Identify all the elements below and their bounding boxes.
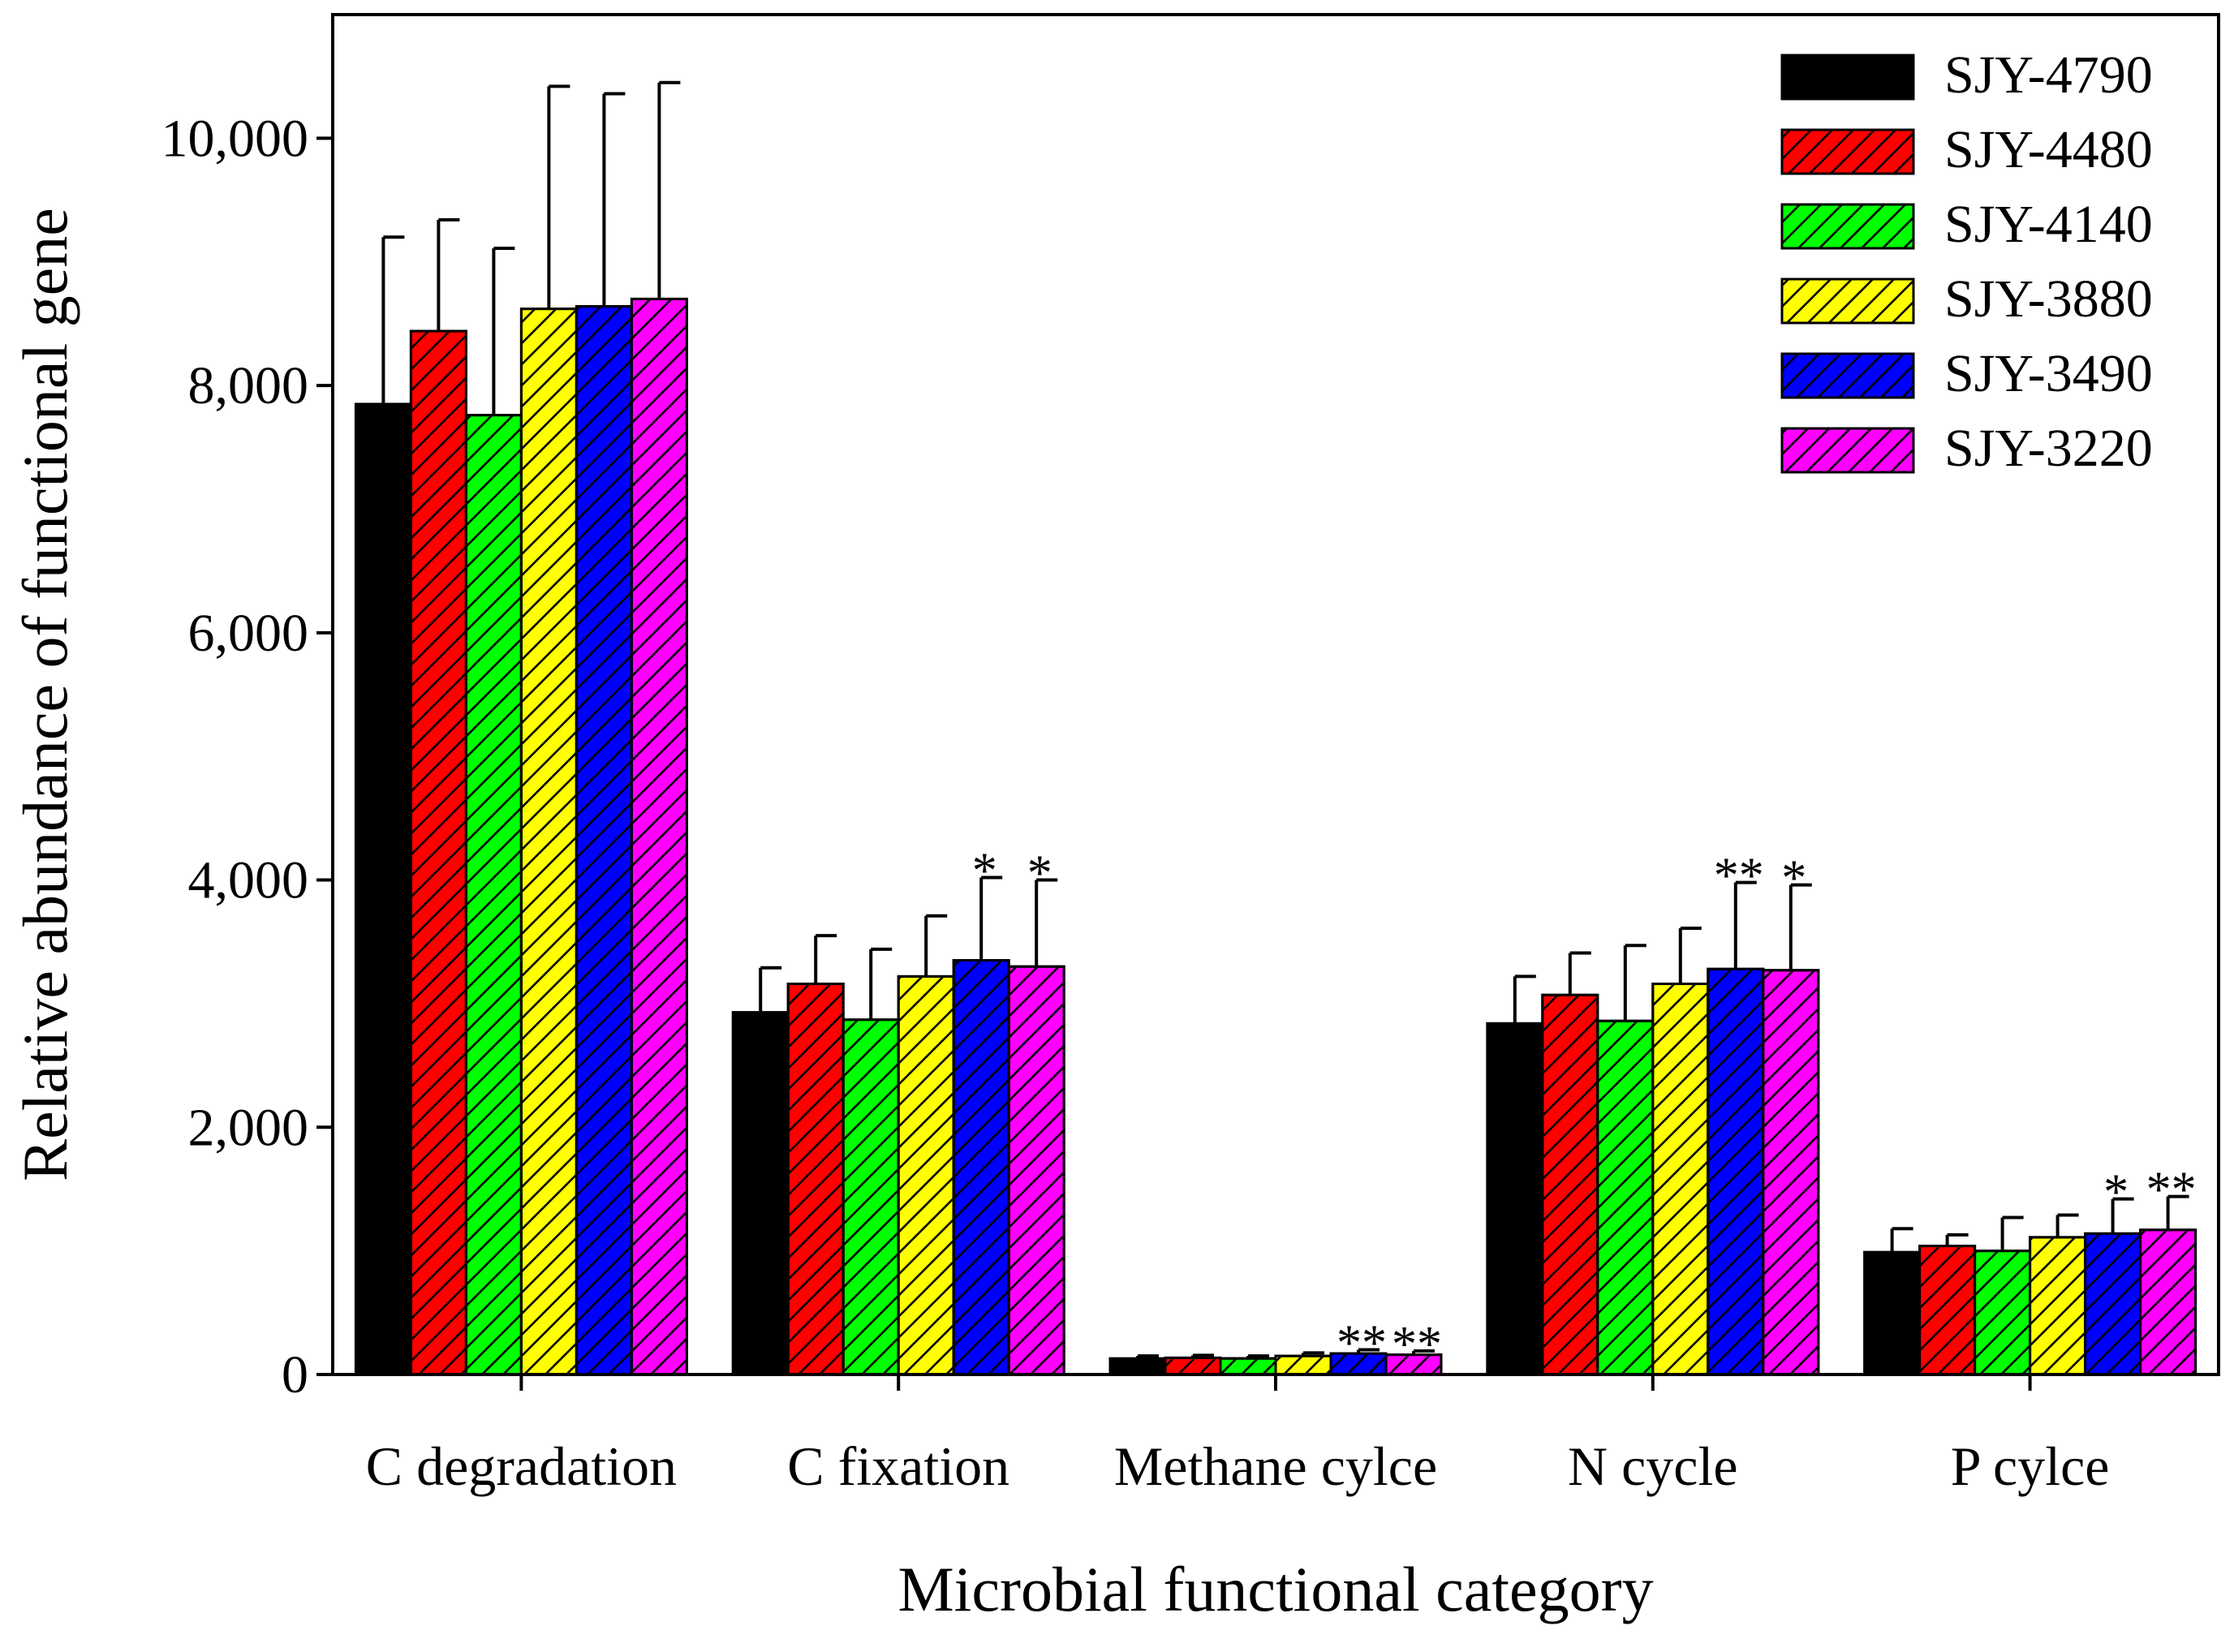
- bar-hatch: [1007, 965, 1065, 1376]
- bar-hatch: [897, 974, 955, 1376]
- bar-hatch: [952, 959, 1010, 1376]
- legend-swatch-hatch: [1780, 128, 1915, 175]
- x-axis: C degradation C fixation Methane cylce N cy…: [366, 1375, 2110, 1497]
- bar: [1486, 1022, 1544, 1376]
- legend: SJY-4790 SJY-4480 SJY-4140 SJY-3880 SJY-3490…: [1780, 45, 2153, 478]
- bar-hatch: [1707, 967, 1765, 1376]
- legend-swatch-hatch: [1780, 203, 1915, 250]
- significance-mark: **: [1337, 1316, 1387, 1371]
- bars-layer: [354, 297, 2197, 1376]
- bar: [1863, 1250, 1922, 1376]
- error-bars-layer: [381, 80, 2189, 1359]
- x-axis-title: Microbial functional category: [897, 1554, 1653, 1624]
- bar-hatch: [2029, 1236, 2087, 1376]
- bar: [354, 402, 412, 1376]
- bar-hatch: [2084, 1232, 2142, 1376]
- legend-swatch-hatch: [1780, 427, 1915, 474]
- bar-hatch: [630, 297, 688, 1376]
- bar-hatch: [1974, 1250, 2032, 1376]
- significance-mark: **: [1392, 1317, 1442, 1372]
- significance-mark: *: [1027, 846, 1052, 901]
- bar: [1108, 1357, 1167, 1376]
- y-tick-label: 0: [282, 1345, 308, 1405]
- y-tick-label: 6,000: [188, 604, 309, 663]
- bar-hatch: [786, 983, 845, 1376]
- bar-hatch: [1918, 1245, 1977, 1376]
- legend-label: SJY-3490: [1944, 344, 2153, 403]
- y-axis-title: Relative abundance of functional gene: [10, 208, 80, 1181]
- bar-hatch: [1219, 1357, 1277, 1376]
- x-tick-label: Methane cylce: [1114, 1435, 1437, 1497]
- legend-label: SJY-3880: [1944, 269, 2153, 329]
- bar-hatch: [842, 1018, 900, 1376]
- x-tick-label: C degradation: [366, 1435, 677, 1497]
- significance-mark: **: [2146, 1163, 2197, 1218]
- significance-mark: *: [1781, 851, 1806, 906]
- bar-hatch: [1762, 969, 1820, 1376]
- significance-mark: **: [1714, 849, 1764, 904]
- significance-mark: *: [972, 843, 997, 898]
- x-tick-label: N cycle: [1568, 1435, 1738, 1497]
- legend-swatch-hatch: [1780, 352, 1915, 399]
- significance-layer: * *** **** ** **: [972, 843, 2197, 1372]
- bar-hatch: [575, 305, 633, 1376]
- y-axis: 0 2,000 4,000 6,000 8,000 10,000: [161, 109, 333, 1405]
- y-tick-label: 2,000: [188, 1098, 309, 1157]
- bar: [731, 1011, 790, 1376]
- bar-hatch: [464, 414, 523, 1376]
- legend-swatch-hatch: [1780, 277, 1915, 325]
- legend-label: SJY-3220: [1944, 419, 2153, 478]
- bar-hatch: [1274, 1354, 1332, 1376]
- legend-label: SJY-4140: [1944, 195, 2153, 254]
- bar-hatch: [1541, 993, 1599, 1376]
- bar-hatch: [519, 308, 578, 1376]
- legend-label: SJY-4790: [1944, 45, 2153, 105]
- y-tick-label: 10,000: [161, 109, 309, 168]
- bar-hatch: [2139, 1228, 2197, 1376]
- bar-hatch: [1651, 983, 1710, 1376]
- bar-hatch: [1596, 1019, 1655, 1376]
- x-tick-label: C fixation: [787, 1435, 1009, 1497]
- legend-label: SJY-4480: [1944, 120, 2153, 179]
- bar-hatch: [409, 329, 467, 1376]
- y-tick-label: 8,000: [188, 356, 309, 415]
- x-tick-label: P cylce: [1951, 1435, 2110, 1497]
- bar-hatch: [1164, 1356, 1222, 1376]
- y-tick-label: 4,000: [188, 851, 309, 910]
- significance-mark: *: [2103, 1165, 2129, 1220]
- legend-swatch: [1780, 54, 1915, 101]
